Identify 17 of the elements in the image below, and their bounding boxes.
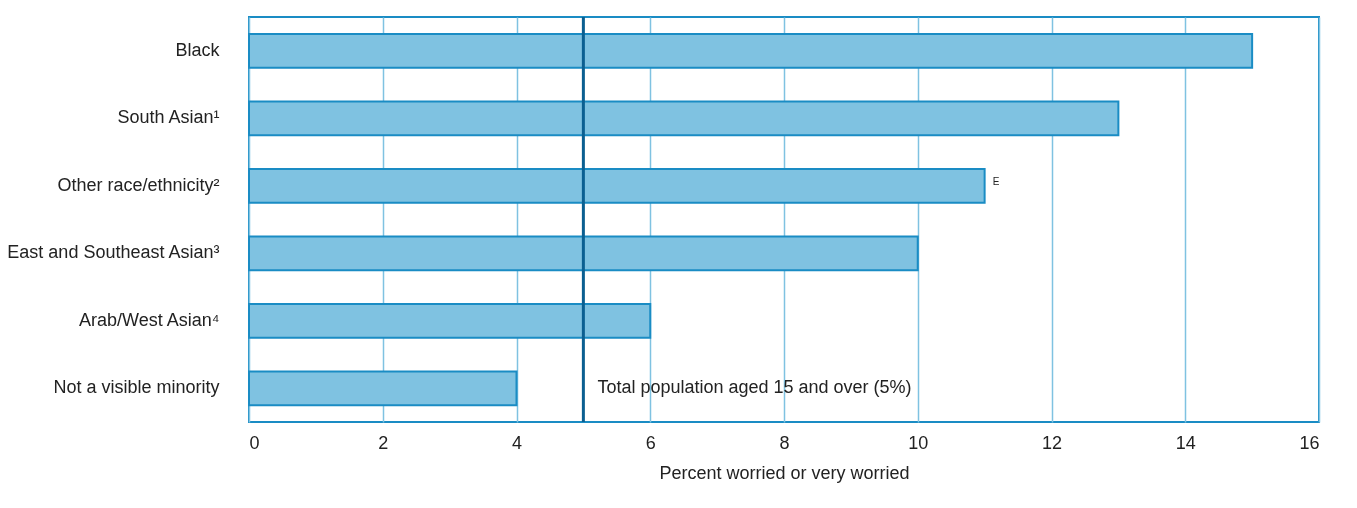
y-tick-label: Not a visible minority: [53, 377, 220, 398]
y-tick-label: Arab/West Asian⁴: [79, 309, 220, 330]
y-tick-label: Other race/ethnicity²: [57, 174, 220, 195]
y-tick-label: East and Southeast Asian³: [7, 242, 220, 263]
x-tick-label: 4: [511, 432, 523, 453]
x-tick-label: 10: [908, 432, 929, 453]
x-tick-label: 16: [1299, 432, 1320, 453]
y-tick-label: South Asian¹: [117, 107, 220, 128]
x-tick-label: 12: [1041, 432, 1063, 453]
x-tick-label: 0: [249, 432, 260, 453]
x-tick-label: 6: [645, 432, 656, 453]
x-tick-label: 8: [779, 432, 790, 453]
annotation: E: [992, 175, 1000, 187]
y-tick-label: Black: [175, 39, 221, 60]
x-tick-label: 2: [378, 432, 389, 453]
x-tick-label: 14: [1175, 432, 1196, 453]
x-axis-title: Percent worried or very worried: [659, 462, 910, 483]
